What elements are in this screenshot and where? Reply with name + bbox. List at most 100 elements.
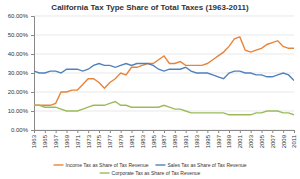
tick: 2001 [237,130,243,148]
tick-mark [45,130,46,133]
tick-mark [31,130,34,131]
tick-mark [175,130,176,133]
tick-label: 1999 [226,134,232,148]
tick-label: 2007 [270,134,276,148]
tick-mark [132,130,133,133]
tick-label: 20.00% [8,89,29,95]
tick-mark [197,130,198,133]
tick: 1981 [129,130,135,148]
legend-label: Income Tax as Share of Tax Revenue [66,162,149,168]
tick: 1999 [226,130,232,148]
tick-label: 1981 [129,134,135,148]
tick: 1983 [140,130,146,148]
tick-label: 1991 [183,134,189,148]
chart: California Tax Type Share of Total Taxes… [0,0,300,179]
tick-label: 1965 [42,134,48,148]
legend-label: Corporate Tax as Share of Tax Revenue [112,170,201,176]
tick: 1977 [107,130,113,148]
tick-label: 1989 [172,134,178,148]
grid-line [34,16,294,17]
axis-line [31,17,35,131]
tick: 2007 [270,130,276,148]
tick-label: 60.00% [8,13,29,19]
tick: 1997 [216,130,222,148]
legend-swatch [155,164,165,165]
tick-mark [240,130,241,133]
legend: Income Tax as Share of Tax Revenue Sales … [54,162,247,176]
tick: 20.00% [8,89,34,95]
tick-label: 2003 [248,134,254,148]
tick-label: 50.00% [8,32,29,38]
tick-mark [121,130,122,133]
tick-mark [218,130,219,133]
tick-label: 2001 [237,134,243,148]
tick-label: 1973 [86,134,92,148]
series-line [34,37,294,105]
tick: 1975 [96,130,102,148]
tick-label: 1995 [205,134,211,148]
tick-mark [153,130,154,133]
legend-label: Sales Tax as Share of Tax Revenue [167,162,246,168]
tick-mark [88,130,89,133]
tick: 1973 [86,130,92,148]
tick-mark [110,130,111,133]
tick-label: 1997 [216,134,222,148]
tick-mark [251,130,252,133]
tick-mark [67,130,68,133]
tick-mark [164,130,165,133]
tick-label: 1963 [31,134,37,148]
tick: 2011 [291,130,297,148]
tick-mark [31,35,34,36]
tick-label: 1979 [118,134,124,148]
tick-label: 1993 [194,134,200,148]
tick-label: 1969 [64,134,70,148]
title: California Tax Type Share of Total Taxes… [51,3,249,12]
tick-mark [283,130,284,133]
grid-line [34,54,294,55]
tick-mark [31,54,34,55]
tick-mark [262,130,263,133]
tick-label: 2011 [291,134,297,148]
grid-line [34,73,294,74]
grid-line [34,92,294,93]
tick-mark [31,73,34,74]
series-line [34,64,294,81]
axis-line [35,131,295,134]
tick-mark [31,92,34,93]
tick-mark [207,130,208,133]
tick-label: 1971 [75,134,81,148]
tick: 1991 [183,130,189,148]
tick-label: 2005 [259,134,265,148]
tick-mark [34,130,35,133]
tick: 2009 [281,130,287,148]
tick: 1985 [151,130,157,148]
tick: 1963 [31,130,37,148]
tick-mark [31,111,34,112]
tick: 10.00% [8,108,34,114]
tick-label: 1987 [161,134,167,148]
tick-mark [31,16,34,17]
tick-label: 2009 [281,134,287,148]
tick-label: 10.00% [8,108,29,114]
tick: 1965 [42,130,48,148]
tick-label: 30.00% [8,70,29,76]
tick: 50.00% [8,32,34,38]
tick: 1993 [194,130,200,148]
tick-label: 1977 [107,134,113,148]
tick-label: 40.00% [8,51,29,57]
tick: 1969 [64,130,70,148]
tick-label: 1983 [140,134,146,148]
tick: 1979 [118,130,124,148]
tick-mark [229,130,230,133]
tick-mark [142,130,143,133]
tick: 1971 [75,130,81,148]
tick-mark [99,130,100,133]
tick-mark [272,130,273,133]
tick: 1989 [172,130,178,148]
plot-area [34,37,294,115]
tick: 0.00% [11,127,34,133]
y-axis: 0.00% 10.00% 20.00% 30.00% 40.00% 50.00% 60.00… [8,13,35,133]
x-axis: 1963196519671969197119731975197719791981… [31,130,297,148]
tick: 2005 [259,130,265,148]
legend-item: Sales Tax as Share of Tax Revenue [155,162,246,168]
